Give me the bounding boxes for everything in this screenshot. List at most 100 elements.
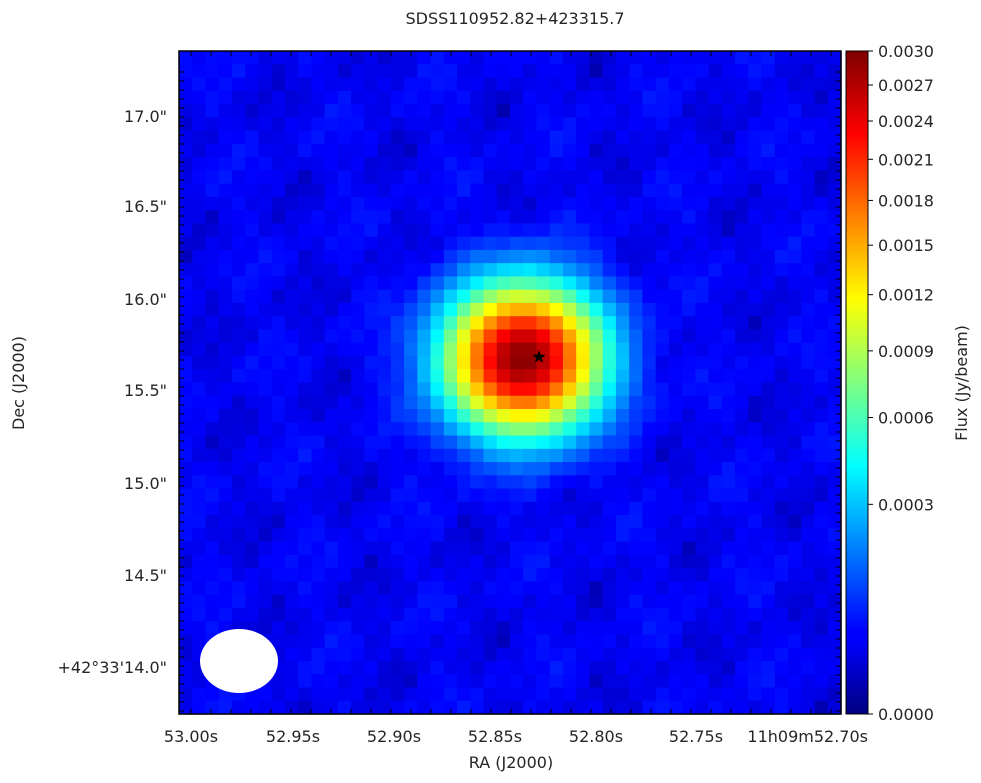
heatmap-cell	[721, 515, 736, 529]
heatmap-cell	[284, 236, 299, 251]
heatmap-cell	[271, 117, 286, 132]
heatmap-cell	[417, 621, 432, 636]
heatmap-cell	[629, 660, 643, 675]
heatmap-cell	[629, 541, 643, 556]
heatmap-cell	[562, 369, 577, 384]
heatmap-cell	[271, 621, 286, 636]
heatmap-cell	[404, 170, 418, 185]
heatmap-cell	[708, 448, 723, 463]
heatmap-cell	[562, 435, 577, 450]
heatmap-cell	[536, 236, 551, 251]
heatmap-cell	[827, 355, 842, 370]
heatmap-cell	[284, 700, 299, 715]
heatmap-cell	[642, 329, 657, 344]
heatmap-cell	[827, 104, 842, 118]
heatmap-cell	[549, 581, 564, 596]
heatmap-cell	[801, 621, 816, 636]
heatmap-cell	[430, 355, 445, 370]
heatmap-cell	[695, 634, 710, 649]
heatmap-cell	[536, 329, 551, 344]
heatmap-cell	[589, 249, 604, 264]
heatmap-cell	[218, 143, 233, 158]
heatmap-cell	[695, 157, 710, 171]
heatmap-cell	[668, 289, 683, 304]
heatmap-cell	[814, 687, 829, 702]
heatmap-cell	[801, 170, 816, 185]
heatmap-cell	[351, 104, 365, 118]
heatmap-cell	[814, 554, 829, 569]
heatmap-cell	[629, 157, 643, 171]
heatmap-cell	[483, 528, 498, 543]
heatmap-cell	[192, 409, 207, 423]
heatmap-cell	[417, 515, 432, 529]
heatmap-cell	[298, 342, 312, 357]
heatmap-cell	[351, 674, 365, 689]
heatmap-cell	[642, 369, 657, 384]
heatmap-cell	[695, 170, 710, 185]
heatmap-cell	[827, 515, 842, 529]
heatmap-cell	[377, 568, 392, 582]
heatmap-cell	[827, 541, 842, 556]
heatmap-cell	[642, 647, 657, 662]
heatmap-cell	[562, 674, 577, 689]
heatmap-cell	[258, 329, 273, 344]
heatmap-cell	[390, 528, 405, 543]
heatmap-cell	[231, 77, 246, 92]
heatmap-cell	[735, 210, 749, 224]
heatmap-cell	[562, 342, 577, 357]
heatmap-cell	[311, 90, 326, 105]
heatmap-cell	[483, 302, 498, 317]
heatmap-cell	[417, 130, 432, 145]
heatmap-cell	[510, 647, 524, 662]
heatmap-cell	[457, 369, 471, 384]
heatmap-cell	[231, 196, 246, 211]
heatmap-cell	[496, 117, 511, 132]
heatmap-cell	[562, 568, 577, 582]
heatmap-cell	[761, 700, 776, 715]
heatmap-cell	[814, 541, 829, 556]
heatmap-cell	[404, 249, 418, 264]
heatmap-cell	[192, 607, 207, 622]
heatmap-cell	[576, 475, 591, 490]
heatmap-cell	[788, 369, 802, 384]
heatmap-cell	[404, 462, 418, 476]
heatmap-cell	[390, 143, 405, 158]
heatmap-cell	[284, 541, 299, 556]
heatmap-cell	[192, 687, 207, 702]
heatmap-cell	[271, 355, 286, 370]
heatmap-cell	[404, 64, 418, 79]
heatmap-cell	[231, 594, 246, 609]
heatmap-cell	[510, 223, 524, 238]
heatmap-cell	[748, 621, 763, 636]
heatmap-cell	[324, 581, 339, 596]
heatmap-cell	[695, 369, 710, 384]
heatmap-cell	[231, 382, 246, 397]
heatmap-cell	[364, 568, 379, 582]
heatmap-cell	[615, 700, 630, 715]
heatmap-cell	[801, 130, 816, 145]
heatmap-cell	[510, 634, 524, 649]
heatmap-cell	[761, 435, 776, 450]
heatmap-cell	[655, 409, 670, 423]
heatmap-cell	[642, 236, 657, 251]
heatmap-cell	[827, 329, 842, 344]
heatmap-cell	[695, 700, 710, 715]
heatmap-cell	[205, 607, 220, 622]
heatmap-cell	[192, 51, 207, 65]
heatmap-cell	[192, 342, 207, 357]
heatmap-cell	[761, 462, 776, 476]
heatmap-cell	[324, 223, 339, 238]
heatmap-cell	[417, 249, 432, 264]
heatmap-cell	[735, 581, 749, 596]
heatmap-cell	[788, 183, 802, 198]
heatmap-cell	[801, 581, 816, 596]
heatmap-cell	[205, 316, 220, 331]
heatmap-cell	[470, 541, 485, 556]
heatmap-cell	[457, 355, 471, 370]
heatmap-cell	[562, 594, 577, 609]
heatmap-cell	[576, 674, 591, 689]
heatmap-cell	[284, 90, 299, 105]
heatmap-cell	[298, 236, 312, 251]
heatmap-cell	[642, 634, 657, 649]
heatmap-cell	[721, 607, 736, 622]
